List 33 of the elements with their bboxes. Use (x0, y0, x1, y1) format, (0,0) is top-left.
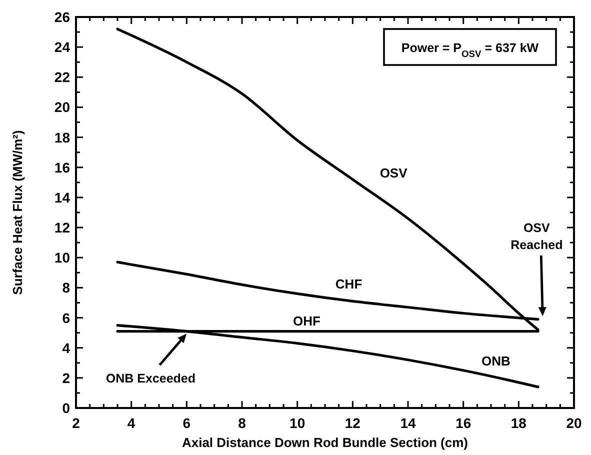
x-tick-label: 10 (290, 415, 306, 431)
y-tick-label: 22 (54, 69, 70, 86)
annotation: Power = P$_{OSV}$ = 637 kW (401, 41, 539, 59)
y-tick-label: 2 (62, 370, 70, 386)
series-label: OSV (380, 166, 408, 181)
y-tick-label: 4 (62, 340, 70, 356)
x-tick-label: 4 (127, 415, 136, 431)
y-tick-label: 18 (54, 129, 70, 146)
y-tick-label: 6 (62, 310, 70, 326)
annotation: OSV Reached (510, 221, 563, 252)
series-label: OHF (293, 313, 321, 328)
y-tick-label: 16 (54, 159, 70, 176)
y-tick-label: 0 (62, 400, 70, 416)
series-label: ONB (482, 354, 510, 368)
y-tick-label: 24 (54, 39, 70, 56)
y-tick-label: 20 (54, 99, 70, 116)
x-tick-label: 2 (72, 415, 80, 431)
y-tick-label: 8 (62, 280, 70, 296)
series-label: CHF (335, 276, 362, 292)
y-axis-title: Surface Heat Flux (MW/m²) (10, 130, 25, 295)
y-tick-label: 14 (54, 189, 70, 206)
x-axis-title: Axial Distance Down Rod Bundle Section (cm) (182, 435, 468, 450)
y-tick-label: 12 (54, 220, 70, 236)
x-tick-label: 20 (566, 415, 582, 431)
x-tick-label: 16 (456, 415, 472, 431)
x-tick-label: 8 (238, 415, 246, 431)
annotation: ONB Exceeded (106, 372, 196, 386)
x-tick-label: 12 (344, 415, 361, 431)
y-tick-label: 10 (54, 250, 70, 266)
x-tick-label: 6 (182, 415, 191, 431)
y-tick-label: 26 (54, 9, 70, 25)
x-tick-label: 14 (400, 415, 416, 431)
x-tick-label: 18 (510, 415, 527, 431)
